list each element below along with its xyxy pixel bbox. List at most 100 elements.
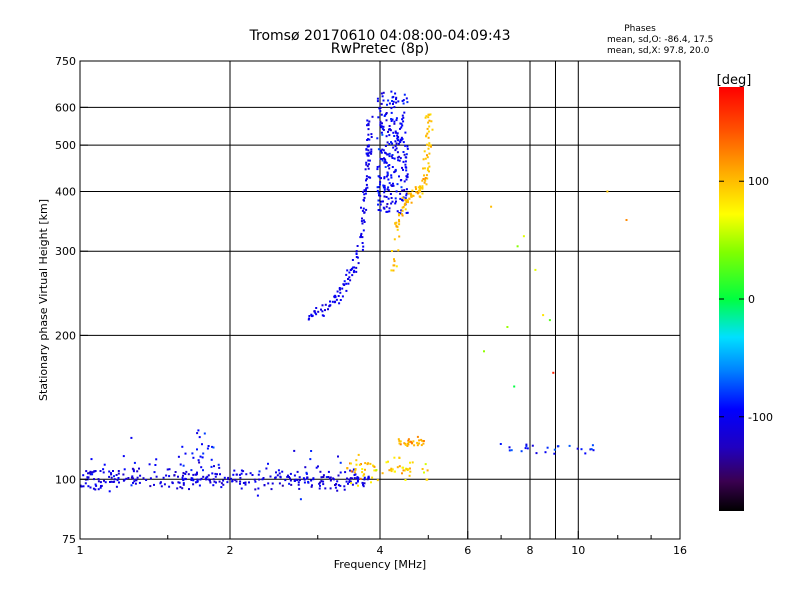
data-point [163, 483, 166, 486]
data-point [204, 477, 207, 480]
data-point [592, 449, 595, 452]
data-point [428, 142, 431, 145]
data-point [348, 481, 351, 483]
data-point [402, 102, 405, 105]
data-point [108, 475, 111, 478]
data-point [334, 300, 337, 303]
data-point [388, 164, 391, 166]
data-point [399, 122, 402, 125]
data-point [401, 472, 403, 475]
data-point [394, 197, 397, 200]
data-point [397, 213, 400, 216]
data-point [383, 195, 386, 198]
data-point [348, 271, 351, 274]
data-point [307, 318, 310, 321]
data-point [394, 202, 397, 205]
data-point [148, 463, 151, 466]
data-point [104, 481, 107, 484]
data-point [202, 469, 204, 472]
data-point [284, 479, 287, 482]
data-point [407, 192, 410, 195]
data-point [335, 483, 338, 486]
data-point [363, 482, 366, 485]
data-point [181, 445, 184, 448]
data-point [258, 478, 261, 481]
data-point [425, 183, 428, 186]
data-point [414, 186, 417, 189]
data-point [427, 121, 430, 124]
data-point [361, 471, 364, 474]
data-point [329, 300, 331, 303]
data-point [399, 157, 402, 160]
data-point [348, 276, 351, 279]
data-point [384, 152, 387, 155]
data-point [381, 472, 384, 475]
data-point [380, 113, 383, 116]
data-point [396, 134, 399, 137]
data-point [391, 468, 394, 471]
data-point [184, 473, 187, 475]
data-point [399, 138, 402, 141]
data-point [499, 443, 502, 445]
data-point [393, 135, 396, 137]
data-point [383, 177, 386, 180]
data-point [405, 188, 408, 191]
data-point [397, 136, 400, 139]
data-point [219, 473, 221, 476]
data-point [383, 191, 386, 194]
data-point [362, 207, 365, 210]
data-point [429, 113, 432, 116]
data-point [425, 478, 428, 481]
data-point [398, 235, 401, 238]
data-point [392, 182, 394, 185]
data-point [424, 157, 427, 160]
data-point [387, 164, 390, 167]
data-point [395, 117, 398, 120]
data-point [386, 153, 389, 156]
data-point [387, 178, 390, 181]
data-point [201, 443, 203, 446]
data-point [271, 482, 274, 485]
data-point [423, 181, 426, 184]
data-point [363, 189, 366, 192]
data-point [168, 468, 171, 471]
data-point [392, 269, 395, 272]
data-point [367, 163, 370, 166]
data-point [425, 115, 428, 118]
data-point [424, 178, 426, 181]
data-point [405, 194, 408, 197]
data-point [353, 477, 356, 480]
data-point [322, 474, 325, 477]
data-point [192, 479, 195, 482]
data-point [506, 326, 509, 328]
data-point [239, 476, 242, 479]
data-point [212, 446, 215, 449]
data-point [244, 481, 247, 484]
data-point [380, 125, 383, 128]
data-point [390, 120, 393, 122]
data-point [318, 482, 321, 485]
data-point [118, 481, 120, 484]
data-point [168, 475, 171, 478]
data-point [416, 435, 419, 438]
colorbar-tick-label: 100 [748, 175, 769, 188]
data-point [405, 212, 408, 214]
data-point [393, 238, 396, 241]
data-point [392, 146, 395, 149]
data-point [415, 191, 418, 194]
data-point [365, 175, 368, 178]
data-point [100, 485, 102, 487]
data-point [149, 485, 152, 488]
data-point [377, 186, 380, 189]
data-point [348, 478, 351, 481]
data-point [406, 101, 409, 104]
data-point [351, 259, 354, 261]
data-point [132, 477, 135, 480]
data-point [369, 176, 372, 179]
data-point [173, 474, 176, 477]
data-point [347, 278, 349, 280]
data-point [93, 478, 95, 481]
data-point [91, 473, 94, 476]
data-point [293, 480, 296, 482]
data-point [127, 477, 130, 479]
